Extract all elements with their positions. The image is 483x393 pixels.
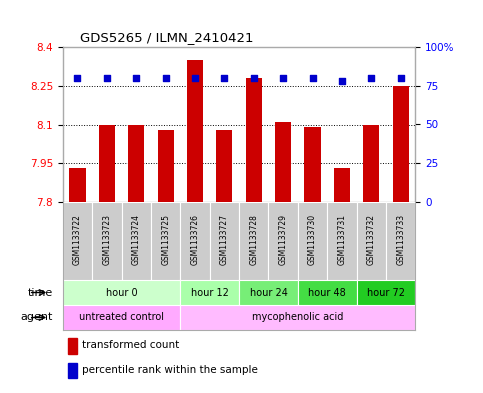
Point (368, 75, 375, 81)
Text: hour 48: hour 48 (308, 288, 346, 298)
Text: GSM1133727: GSM1133727 (220, 214, 229, 265)
Bar (239, 202, 269, 280)
Point (250, 75, 257, 81)
Point (191, 75, 199, 81)
Text: GSM1133732: GSM1133732 (367, 214, 376, 265)
Text: GDS5265 / ILMN_2410421: GDS5265 / ILMN_2410421 (80, 31, 254, 44)
Bar (180, 305, 415, 330)
Point (338, 78, 346, 84)
Bar (157, 130, 174, 202)
Text: transformed count: transformed count (82, 340, 179, 351)
Text: GSM1133724: GSM1133724 (132, 214, 141, 265)
Text: hour 24: hour 24 (250, 288, 287, 298)
Bar (304, 127, 321, 202)
Text: hour 72: hour 72 (367, 288, 405, 298)
Bar (386, 202, 415, 280)
Bar (356, 280, 415, 305)
Text: percentile rank within the sample: percentile rank within the sample (82, 365, 258, 375)
Bar (128, 125, 144, 202)
Point (162, 75, 170, 81)
Text: GSM1133728: GSM1133728 (249, 214, 258, 265)
Bar (180, 202, 210, 280)
Bar (246, 78, 262, 202)
Point (103, 75, 111, 81)
Bar (63, 280, 180, 305)
Text: hour 0: hour 0 (106, 288, 137, 298)
Point (221, 75, 228, 81)
Text: GSM1133733: GSM1133733 (396, 214, 405, 265)
Bar (92, 202, 122, 280)
Bar (70, 169, 85, 202)
Bar (99, 125, 115, 202)
Bar (393, 86, 409, 202)
Bar (298, 202, 327, 280)
Text: mycophenolic acid: mycophenolic acid (252, 312, 343, 323)
Bar (298, 280, 356, 305)
Bar (68, 363, 77, 378)
Bar (327, 202, 356, 280)
Point (309, 75, 316, 81)
Text: GSM1133730: GSM1133730 (308, 214, 317, 265)
Bar (216, 130, 232, 202)
Point (279, 75, 287, 81)
Point (397, 75, 405, 81)
Bar (187, 60, 203, 202)
Bar (356, 202, 386, 280)
Text: GSM1133726: GSM1133726 (190, 214, 199, 265)
Text: GSM1133723: GSM1133723 (102, 214, 112, 265)
Bar (275, 122, 291, 202)
Bar (68, 338, 77, 354)
Text: untreated control: untreated control (79, 312, 164, 323)
Bar (269, 202, 298, 280)
Point (132, 75, 140, 81)
Bar (122, 202, 151, 280)
Text: time: time (28, 288, 53, 298)
Point (73, 75, 81, 81)
Text: GSM1133731: GSM1133731 (338, 214, 346, 265)
Bar (63, 305, 180, 330)
Bar (363, 125, 379, 202)
Text: hour 12: hour 12 (191, 288, 228, 298)
Text: GSM1133725: GSM1133725 (161, 214, 170, 265)
Text: GSM1133722: GSM1133722 (73, 214, 82, 265)
Bar (334, 169, 350, 202)
Bar (180, 280, 239, 305)
Bar (151, 202, 180, 280)
Text: agent: agent (21, 312, 53, 323)
Bar (239, 280, 298, 305)
Text: GSM1133729: GSM1133729 (279, 214, 288, 265)
Bar (210, 202, 239, 280)
Bar (63, 202, 92, 280)
